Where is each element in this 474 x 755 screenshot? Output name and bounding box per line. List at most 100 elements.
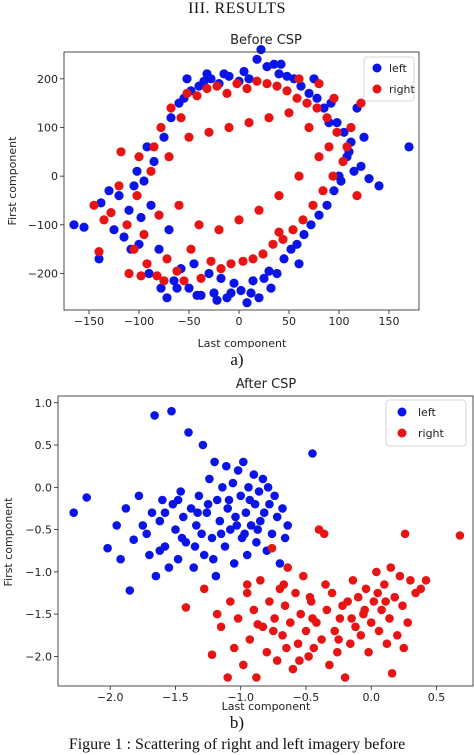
- data-point-left: [211, 571, 221, 581]
- data-point-right: [406, 576, 415, 585]
- data-point-left: [202, 69, 212, 79]
- data-point-left: [149, 156, 159, 167]
- data-point-right: [265, 597, 274, 606]
- data-point-right: [238, 256, 248, 266]
- data-point-right: [286, 618, 295, 627]
- data-point-left: [269, 59, 279, 69]
- x-tick-label: −100: [124, 315, 154, 328]
- data-point-left: [279, 254, 289, 264]
- data-point-left: [159, 132, 169, 142]
- data-point-left: [150, 411, 159, 420]
- data-point-right: [212, 81, 222, 91]
- data-point-left: [184, 283, 194, 293]
- data-point-left: [224, 71, 234, 81]
- data-point-right: [199, 584, 209, 594]
- y-tick-label: −1.5: [25, 608, 52, 621]
- data-point-right: [366, 618, 376, 627]
- data-point-left: [266, 283, 276, 293]
- data-point-left: [79, 222, 89, 232]
- data-point-left: [164, 563, 174, 572]
- data-point-right: [278, 631, 287, 640]
- data-point-left: [359, 132, 369, 142]
- data-point-right: [283, 563, 293, 572]
- data-point-right: [314, 79, 324, 89]
- data-point-right: [386, 563, 396, 572]
- x-axis-label: Last component: [222, 700, 311, 713]
- legend-label-right: right: [389, 83, 416, 96]
- data-point-left: [299, 229, 309, 240]
- data-point-right: [373, 588, 383, 598]
- data-point-right: [294, 74, 304, 84]
- data-point-left: [228, 478, 238, 488]
- scatter-chart-after-csp: After CSP −2.0 −1.5 −1.0 −0.5 0.0 0.5 1.0 0.5 0.…: [2, 377, 474, 713]
- data-point-left: [210, 457, 219, 467]
- data-point-left: [116, 554, 125, 564]
- axis-ticks: −2.0 −1.5 −1.0 −0.5 0.0 0.5 1.0 0.5 0.0 −0.5 −1.0 −…: [25, 397, 445, 704]
- data-point-right: [282, 643, 291, 653]
- data-point-right: [302, 98, 312, 108]
- data-point-right: [226, 597, 235, 606]
- y-tick-label: 200: [37, 73, 58, 86]
- data-point-right: [181, 603, 191, 612]
- data-point-left: [179, 512, 188, 522]
- section-heading: III. RESULTS: [188, 0, 286, 17]
- legend-label-right: right: [418, 427, 445, 440]
- data-point-left: [162, 293, 172, 303]
- data-point-left: [142, 529, 151, 539]
- data-point-right: [164, 152, 174, 162]
- data-point-left: [114, 191, 124, 201]
- data-point-left: [253, 525, 262, 534]
- data-point-right: [132, 191, 142, 201]
- data-point-left: [189, 563, 198, 572]
- data-point-right: [361, 584, 371, 594]
- data-point-right: [390, 592, 400, 602]
- data-point-right: [280, 601, 290, 610]
- data-point-right: [106, 208, 116, 218]
- axis-ticks: −150 −100 −50 0 50 100 150 −200 −100 0 100 200: [28, 73, 400, 328]
- data-point-left: [259, 273, 269, 283]
- data-point-left: [96, 198, 106, 208]
- data-point-right: [318, 186, 328, 196]
- data-point-right: [288, 225, 298, 235]
- data-point-left: [129, 181, 139, 191]
- data-point-right: [321, 580, 330, 589]
- x-tick-label: 100: [329, 315, 350, 328]
- data-point-right: [166, 103, 176, 113]
- x-tick-label: 150: [379, 315, 400, 328]
- data-point-right: [152, 271, 162, 281]
- data-point-right: [94, 247, 104, 257]
- data-point-left: [245, 495, 255, 505]
- legend-label-left: left: [418, 406, 437, 419]
- data-point-left: [264, 266, 274, 276]
- data-point-right: [304, 652, 313, 661]
- data-point-left: [272, 512, 282, 522]
- data-point-left: [144, 268, 154, 279]
- data-point-left: [169, 276, 179, 286]
- data-point-right: [202, 83, 212, 94]
- data-point-right: [352, 191, 362, 201]
- data-point-right: [129, 244, 139, 254]
- data-point-left: [212, 295, 222, 305]
- data-point-left: [222, 461, 231, 471]
- data-point-left: [292, 239, 302, 249]
- data-point-left: [364, 174, 374, 184]
- data-point-right: [274, 227, 284, 237]
- data-point-right: [335, 614, 345, 623]
- data-point-left: [262, 62, 272, 72]
- data-point-left: [356, 161, 366, 171]
- data-point-left: [136, 212, 146, 223]
- data-point-right: [224, 122, 234, 133]
- data-point-right: [347, 614, 356, 623]
- data-point-left: [272, 268, 282, 279]
- data-point-left: [192, 521, 201, 530]
- y-tick-label: −1.0: [25, 566, 52, 579]
- y-tick-label: −0.5: [25, 524, 52, 537]
- data-point-left: [172, 283, 182, 293]
- data-point-left: [229, 559, 239, 568]
- data-point-right: [330, 626, 340, 636]
- data-point-right: [216, 622, 226, 632]
- data-point-right: [233, 614, 243, 623]
- data-point-left: [167, 406, 176, 416]
- data-point-right: [416, 584, 426, 594]
- data-point-left: [216, 273, 226, 283]
